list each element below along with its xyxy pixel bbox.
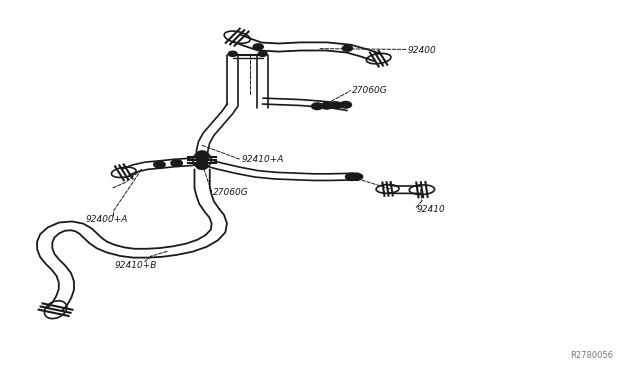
- Circle shape: [351, 173, 363, 180]
- Circle shape: [258, 51, 267, 57]
- Circle shape: [228, 51, 237, 57]
- Circle shape: [154, 161, 165, 168]
- Circle shape: [340, 102, 351, 108]
- Text: 92400: 92400: [407, 46, 436, 55]
- Text: R2780056: R2780056: [570, 350, 613, 359]
- Circle shape: [346, 173, 358, 180]
- Text: 92400+A: 92400+A: [86, 215, 128, 224]
- Text: 27060G: 27060G: [352, 86, 388, 95]
- Circle shape: [196, 163, 208, 169]
- Text: 27060G: 27060G: [213, 188, 249, 197]
- Circle shape: [312, 103, 323, 110]
- Circle shape: [171, 160, 182, 166]
- Circle shape: [342, 45, 353, 51]
- Text: 92410: 92410: [417, 205, 445, 215]
- Text: 92410+B: 92410+B: [114, 261, 157, 270]
- Circle shape: [196, 157, 208, 163]
- Circle shape: [321, 102, 332, 109]
- Circle shape: [196, 151, 208, 158]
- Circle shape: [330, 102, 342, 109]
- Text: 92410+A: 92410+A: [242, 155, 284, 164]
- Circle shape: [253, 44, 263, 50]
